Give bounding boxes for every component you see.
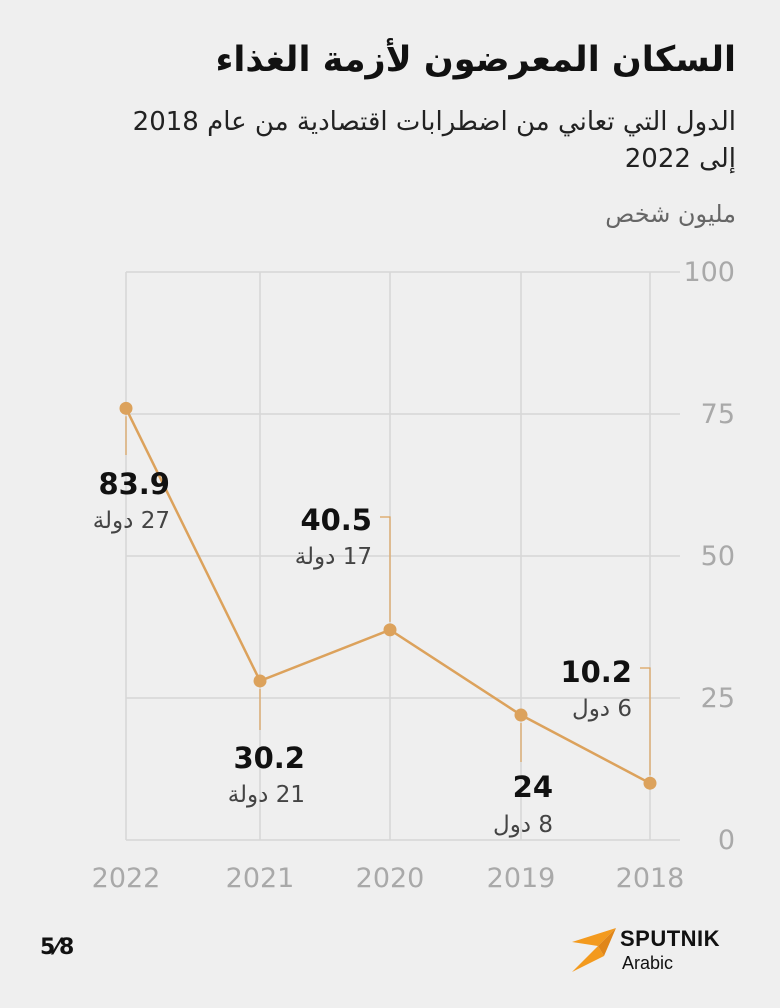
data-label-value: 10.2: [560, 655, 632, 689]
label-leader-line: [640, 667, 651, 776]
page-indicator: 5⁄8: [40, 935, 75, 960]
data-label-note: 6 دول: [572, 696, 632, 722]
data-label-note: 21 دولة: [228, 782, 305, 808]
y-tick-label: 50: [701, 541, 735, 572]
series-line: [124, 407, 651, 785]
y-tick-label: 75: [701, 399, 735, 430]
x-tick-label: 2018: [616, 863, 685, 894]
data-point: [119, 401, 133, 415]
x-tick-label: 2019: [487, 863, 556, 894]
data-label-value: 24: [513, 770, 553, 804]
x-tick-label: 2021: [226, 863, 295, 894]
data-point: [253, 674, 267, 688]
data-label-note: 17 دولة: [295, 544, 372, 570]
data-point: [643, 776, 657, 790]
sputnik-logo-icon: [572, 928, 616, 972]
data-label-value: 40.5: [300, 503, 372, 537]
data-label-note: 8 دول: [493, 812, 553, 838]
y-axis-unit-label: مليون شخص: [605, 200, 736, 228]
y-tick-label: 100: [683, 257, 735, 288]
data-label-note: 27 دولة: [93, 508, 170, 534]
logo-sub-text: Arabic: [622, 953, 674, 973]
data-label-value: 83.9: [98, 467, 170, 501]
data-point: [383, 623, 397, 637]
y-tick-label: 25: [701, 683, 735, 714]
chart-title: السكان المعرضون لأزمة الغذاء: [215, 40, 736, 80]
sputnik-logo: SPUTNIK Arabic: [568, 922, 748, 978]
data-point: [514, 708, 528, 722]
data-label-value: 30.2: [233, 741, 305, 775]
label-leader-line: [380, 516, 391, 622]
y-tick-label: 0: [718, 825, 735, 856]
chart-subtitle: الدول التي تعاني من اضطرابات اقتصادية من…: [132, 107, 736, 174]
x-tick-label: 2022: [92, 863, 161, 894]
x-tick-label: 2020: [356, 863, 425, 894]
logo-brand-text: SPUTNIK: [620, 926, 721, 951]
